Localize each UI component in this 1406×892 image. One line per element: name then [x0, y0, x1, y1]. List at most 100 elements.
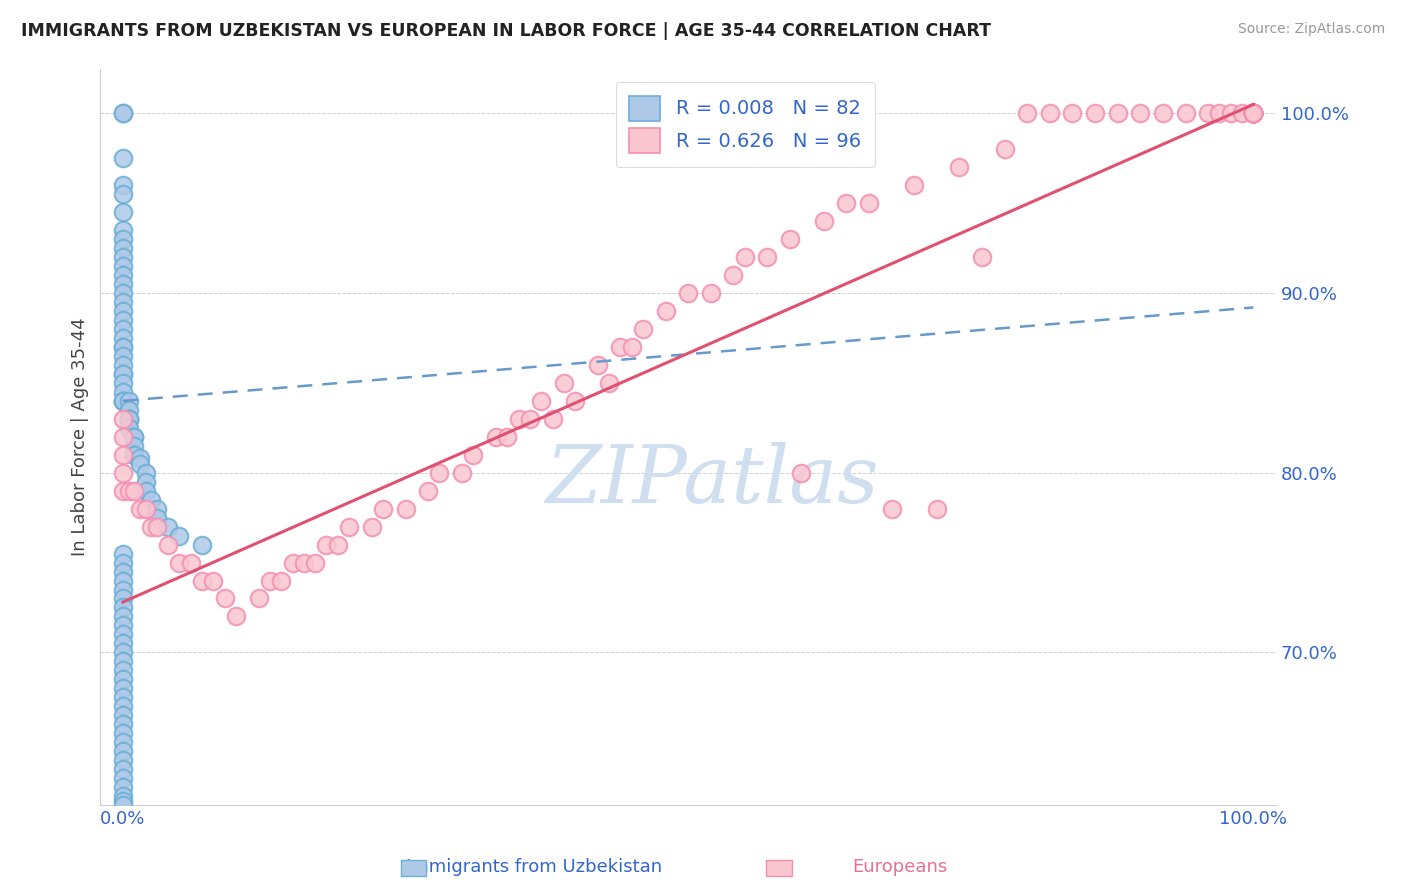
Point: [541, 412, 564, 426]
Point: [117, 483, 139, 498]
Point: [111, 636, 134, 650]
Point: [1219, 106, 1241, 120]
Text: Source: ZipAtlas.com: Source: ZipAtlas.com: [1237, 22, 1385, 37]
Point: [111, 277, 134, 291]
Point: [111, 744, 134, 758]
Point: [247, 591, 270, 606]
Point: [129, 451, 152, 466]
Point: [620, 340, 643, 354]
Point: [111, 205, 134, 219]
Text: Immigrants from Uzbekistan: Immigrants from Uzbekistan: [406, 858, 662, 876]
Point: [180, 556, 202, 570]
Point: [111, 582, 134, 597]
Point: [970, 250, 993, 264]
Point: [111, 223, 134, 237]
Point: [1241, 106, 1264, 120]
Point: [111, 690, 134, 705]
Point: [1017, 106, 1039, 120]
Point: [756, 250, 779, 264]
Point: [111, 295, 134, 310]
Point: [111, 349, 134, 363]
Point: [111, 259, 134, 273]
Point: [631, 322, 654, 336]
Point: [429, 466, 451, 480]
Point: [111, 645, 134, 659]
Point: [111, 187, 134, 202]
Point: [111, 466, 134, 480]
Point: [146, 501, 169, 516]
Point: [586, 358, 609, 372]
Point: [111, 600, 134, 615]
Point: [925, 501, 948, 516]
Point: [111, 376, 134, 390]
Point: [259, 574, 281, 588]
Point: [111, 178, 134, 193]
Point: [135, 475, 157, 489]
Point: [485, 430, 508, 444]
Point: [1241, 106, 1264, 120]
Point: [1208, 106, 1230, 120]
Point: [111, 789, 134, 803]
Point: [1241, 106, 1264, 120]
Point: [337, 519, 360, 533]
Point: [1107, 106, 1129, 120]
Point: [304, 556, 326, 570]
Point: [1241, 106, 1264, 120]
Point: [451, 466, 474, 480]
Point: [111, 430, 134, 444]
Point: [191, 538, 214, 552]
Point: [111, 232, 134, 246]
Point: [169, 556, 191, 570]
Point: [117, 412, 139, 426]
Point: [1241, 106, 1264, 120]
Point: [141, 492, 163, 507]
Point: [790, 466, 813, 480]
Point: [111, 726, 134, 740]
Point: [1241, 106, 1264, 120]
Point: [394, 501, 416, 516]
Point: [111, 152, 134, 166]
Text: Europeans: Europeans: [852, 858, 948, 876]
Point: [111, 358, 134, 372]
Point: [326, 538, 349, 552]
Point: [360, 519, 382, 533]
Point: [122, 448, 145, 462]
Point: [122, 483, 145, 498]
Point: [117, 421, 139, 435]
Point: [111, 313, 134, 327]
Point: [418, 483, 440, 498]
Point: [111, 753, 134, 767]
Text: IMMIGRANTS FROM UZBEKISTAN VS EUROPEAN IN LABOR FORCE | AGE 35-44 CORRELATION CH: IMMIGRANTS FROM UZBEKISTAN VS EUROPEAN I…: [21, 22, 991, 40]
Point: [129, 501, 152, 516]
Point: [1241, 106, 1264, 120]
Point: [111, 574, 134, 588]
Point: [111, 556, 134, 570]
Point: [111, 331, 134, 345]
Point: [835, 196, 858, 211]
Point: [1039, 106, 1062, 120]
Point: [1241, 106, 1264, 120]
Point: [135, 501, 157, 516]
Point: [111, 618, 134, 632]
Point: [1241, 106, 1264, 120]
Point: [281, 556, 304, 570]
Point: [111, 681, 134, 696]
Point: [734, 250, 756, 264]
Point: [111, 268, 134, 282]
Point: [135, 483, 157, 498]
Point: [111, 340, 134, 354]
Point: [111, 448, 134, 462]
Point: [1174, 106, 1197, 120]
Point: [111, 798, 134, 813]
Point: [129, 457, 152, 471]
Point: [1241, 106, 1264, 120]
Point: [508, 412, 530, 426]
Point: [111, 699, 134, 714]
Point: [111, 627, 134, 641]
Point: [122, 430, 145, 444]
Point: [111, 286, 134, 301]
Point: [111, 412, 134, 426]
Point: [111, 547, 134, 561]
Point: [994, 142, 1017, 156]
Legend: R = 0.008   N = 82, R = 0.626   N = 96: R = 0.008 N = 82, R = 0.626 N = 96: [616, 82, 875, 167]
